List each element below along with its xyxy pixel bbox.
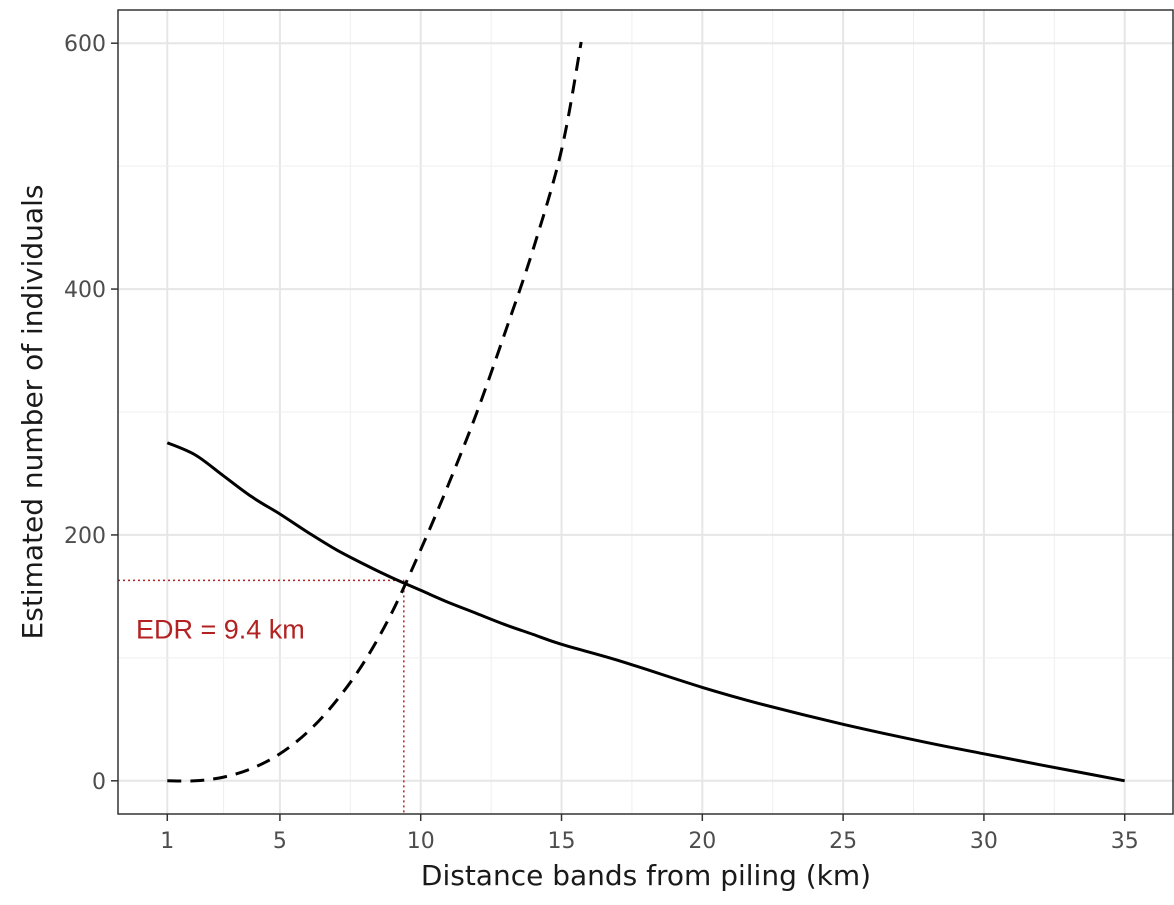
- y-tick-label: 200: [64, 524, 106, 549]
- x-axis: 1 5 10 15 20 25 30 35: [160, 814, 1139, 854]
- y-axis-title: Estimated number of individuals: [16, 185, 49, 640]
- solid-series-line: [166, 441, 1125, 783]
- y-tick-label: 600: [64, 32, 106, 57]
- series: [166, 41, 1125, 783]
- annotation-guides: [118, 579, 405, 814]
- plot-panel-border: [117, 9, 1174, 815]
- y-tick-label: 400: [64, 278, 106, 303]
- x-tick-label: 10: [407, 829, 435, 854]
- x-tick-label: 30: [970, 829, 998, 854]
- x-tick-label: 5: [273, 829, 287, 854]
- x-tick-label: 20: [688, 829, 716, 854]
- x-tick-label: 1: [160, 829, 174, 854]
- dashed-series-line: [167, 41, 583, 783]
- x-tick-label: 35: [1111, 829, 1139, 854]
- y-tick-label: 0: [92, 770, 106, 795]
- x-axis-title: Distance bands from piling (km): [421, 859, 871, 892]
- y-axis: 0 200 400 600: [64, 32, 118, 795]
- x-tick-label: 15: [548, 829, 576, 854]
- x-tick-label: 25: [829, 829, 857, 854]
- edr-annotation: EDR = 9.4 km: [136, 614, 305, 644]
- grid: [118, 10, 1174, 814]
